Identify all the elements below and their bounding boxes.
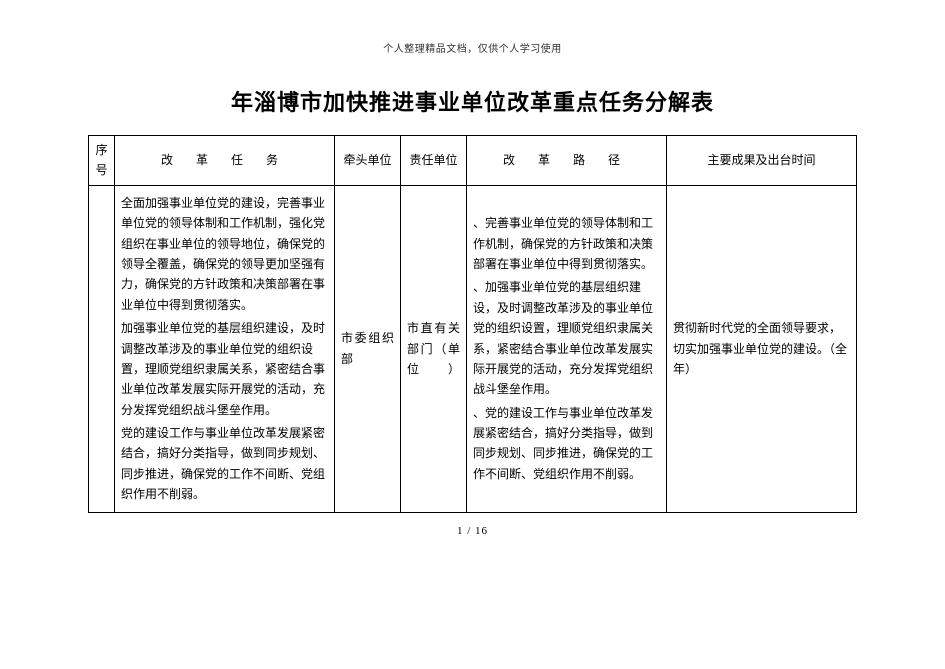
task-paragraph: 全面加强事业单位党的建设，完善事业单位党的领导体制和工作机制，强化党组织在事业单… [121,193,328,315]
task-paragraph: 加强事业单位党的基层组织建设，及时调整改革涉及的事业单位党的组织设置，理顺党组织… [121,318,328,420]
breakdown-table: 序号 改 革 任 务 牵头单位 责任单位 改 革 路 径 主要成果及出台时间 全… [88,135,857,513]
cell-seq [89,185,115,512]
cell-lead-unit: 市委组织部 [335,185,401,512]
document-title: 年淄博市加快推进事业单位改革重点任务分解表 [70,85,875,117]
task-paragraph: 党的建设工作与事业单位改革发展紧密结合，搞好分类指导，做到同步规划、同步推进，确… [121,423,328,505]
cell-task: 全面加强事业单位党的建设，完善事业单位党的领导体制和工作机制，强化党组织在事业单… [115,185,335,512]
cell-responsible-unit: 市直有关部门（单位） [401,185,467,512]
page-number: 1 / 16 [70,525,875,537]
col-header-path: 改 革 路 径 [467,136,667,186]
header-note: 个人整理精品文档，仅供个人学习使用 [70,40,875,55]
path-paragraph: 、党的建设工作与事业单位改革发展紧密结合，搞好分类指导，做到同步规划、同步推进，… [473,403,660,485]
col-header-lead: 牵头单位 [335,136,401,186]
path-paragraph: 、完善事业单位党的领导体制和工作机制，确保党的方针政策和决策部署在事业单位中得到… [473,213,660,274]
col-header-task: 改 革 任 务 [115,136,335,186]
col-header-result: 主要成果及出台时间 [667,136,857,186]
col-header-resp: 责任单位 [401,136,467,186]
col-header-seq: 序号 [89,136,115,186]
header-row: 序号 改 革 任 务 牵头单位 责任单位 改 革 路 径 主要成果及出台时间 [89,136,857,186]
cell-result: 贯彻新时代党的全面领导要求，切实加强事业单位党的建设。（全年） [667,185,857,512]
table-row: 全面加强事业单位党的建设，完善事业单位党的领导体制和工作机制，强化党组织在事业单… [89,185,857,512]
table-body: 全面加强事业单位党的建设，完善事业单位党的领导体制和工作机制，强化党组织在事业单… [89,185,857,512]
document-page: 个人整理精品文档，仅供个人学习使用 年淄博市加快推进事业单位改革重点任务分解表 … [0,0,945,557]
table-header: 序号 改 革 任 务 牵头单位 责任单位 改 革 路 径 主要成果及出台时间 [89,136,857,186]
path-paragraph: 、加强事业单位党的基层组织建设，及时调整改革涉及的事业单位党的组织设置，理顺党组… [473,277,660,399]
cell-reform-path: 、完善事业单位党的领导体制和工作机制，确保党的方针政策和决策部署在事业单位中得到… [467,185,667,512]
